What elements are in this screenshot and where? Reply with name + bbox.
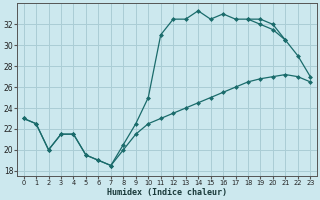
X-axis label: Humidex (Indice chaleur): Humidex (Indice chaleur) bbox=[107, 188, 227, 197]
